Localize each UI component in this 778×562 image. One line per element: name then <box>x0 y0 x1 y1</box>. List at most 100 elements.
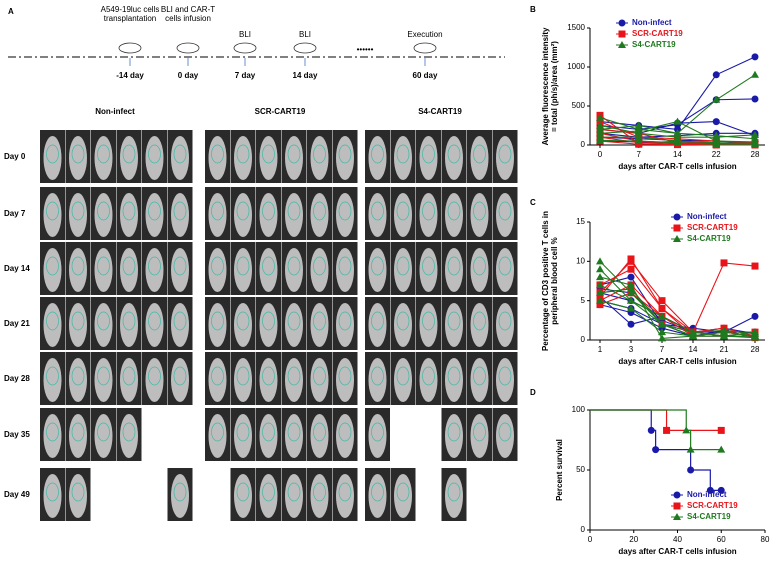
y-tick-label: 5 <box>581 296 586 305</box>
mouse-body <box>419 248 438 292</box>
legend-label: S4-CART19 <box>687 512 731 521</box>
mouse-body <box>470 248 489 292</box>
mouse-body <box>120 303 138 347</box>
legend-marker <box>618 41 626 48</box>
marker <box>627 288 635 296</box>
marker <box>673 117 682 125</box>
legend-marker <box>673 513 681 520</box>
marker <box>627 296 635 304</box>
roi <box>498 201 512 221</box>
marker <box>596 113 604 121</box>
mouse-body <box>394 136 412 180</box>
mouse-body <box>285 474 303 518</box>
roi <box>46 422 59 442</box>
legend-label: Non-infect <box>687 212 727 221</box>
mouse-body <box>94 248 113 292</box>
mouse-body <box>496 193 514 237</box>
roi <box>371 201 384 221</box>
roi <box>422 144 435 164</box>
x-tick-label: 7 <box>637 150 642 159</box>
mouse-body <box>69 248 87 292</box>
marker <box>596 121 604 129</box>
roi <box>447 201 461 221</box>
y-tick-label: 0 <box>581 335 586 344</box>
roi <box>498 256 512 276</box>
mouse-body <box>94 358 113 402</box>
mouse-body <box>234 248 252 292</box>
marker <box>751 130 759 138</box>
roi <box>236 311 250 331</box>
marker <box>687 466 695 474</box>
legend-marker <box>673 491 681 499</box>
roi <box>287 366 301 386</box>
marker <box>720 332 728 340</box>
mouse-body <box>171 193 189 237</box>
x-tick-label: 22 <box>712 150 721 159</box>
marker <box>596 301 604 309</box>
marker <box>596 296 604 304</box>
marker <box>596 129 604 137</box>
marker <box>627 304 635 312</box>
y-axis-title: Average fluorescence intensity <box>541 27 550 146</box>
y-axis-title: peripheral blood cell % <box>550 237 559 325</box>
mouse-body <box>310 136 329 180</box>
x-tick-label: 14 <box>689 345 698 354</box>
roi <box>371 422 384 442</box>
roi <box>211 311 224 331</box>
legend-label: S4-CART19 <box>687 234 731 243</box>
mouse-body <box>336 248 354 292</box>
marker <box>717 445 726 453</box>
roi <box>97 311 110 331</box>
roi <box>122 366 136 386</box>
mouse-body <box>259 358 278 402</box>
marker <box>751 262 759 270</box>
mouse-body <box>43 414 62 458</box>
x-tick-label: 0 <box>588 535 593 544</box>
x-tick-label: 7 <box>660 345 665 354</box>
legend-label: SCR-CART19 <box>687 501 738 510</box>
mouse-body <box>336 303 354 347</box>
roi <box>338 311 352 331</box>
mouse-body <box>259 303 278 347</box>
marker <box>596 136 604 144</box>
mouse-body <box>208 358 227 402</box>
survival-line <box>590 409 722 431</box>
marker <box>635 140 643 148</box>
marker <box>627 280 635 288</box>
mouse-body <box>310 248 329 292</box>
marker <box>751 328 759 336</box>
x-tick-label: 20 <box>629 535 638 544</box>
roi <box>122 256 136 276</box>
marker <box>596 280 604 288</box>
roi <box>447 144 461 164</box>
mouse-body <box>259 474 278 518</box>
marker <box>751 332 759 340</box>
line <box>599 284 756 337</box>
roi <box>473 256 486 276</box>
mouse-icon <box>233 42 257 54</box>
y-tick-label: 100 <box>572 405 586 414</box>
roi <box>173 482 187 502</box>
marker <box>717 486 725 494</box>
event-label: A549-19luc cells <box>101 5 160 14</box>
mouse-body <box>259 136 278 180</box>
roi <box>236 144 250 164</box>
mouse-body <box>368 248 387 292</box>
event-day: 14 day <box>293 71 318 80</box>
roi <box>71 256 85 276</box>
mouse-body <box>470 136 489 180</box>
legend-marker <box>673 502 681 510</box>
legend-label: Non-infect <box>632 18 672 27</box>
marker <box>712 140 721 148</box>
marker <box>751 140 759 148</box>
legend-marker <box>618 30 626 38</box>
row-label: Day 7 <box>4 209 26 218</box>
panel-label: B <box>530 5 536 14</box>
mouse-body <box>470 414 489 458</box>
marker <box>596 257 604 265</box>
roi <box>236 201 250 221</box>
marker <box>682 426 691 434</box>
legend-marker <box>673 224 681 232</box>
roi <box>148 311 161 331</box>
marker <box>658 328 666 336</box>
